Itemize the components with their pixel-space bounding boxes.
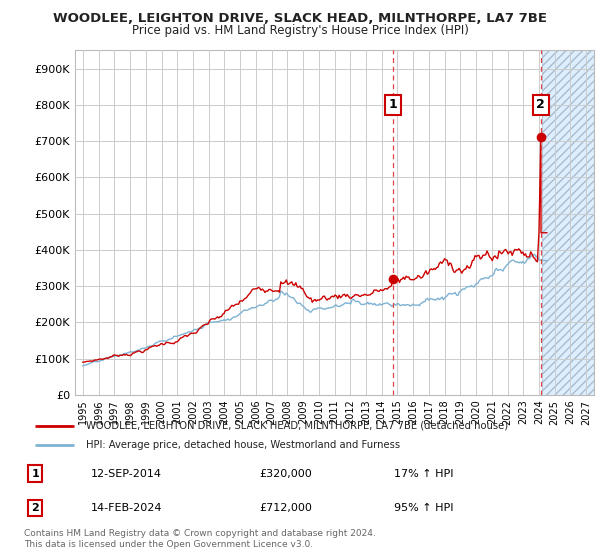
Text: £320,000: £320,000 [260,469,313,479]
Text: 17% ↑ HPI: 17% ↑ HPI [394,469,454,479]
Text: 1: 1 [31,469,39,479]
Text: 2: 2 [536,98,545,111]
Text: £712,000: £712,000 [260,503,313,514]
Text: Price paid vs. HM Land Registry's House Price Index (HPI): Price paid vs. HM Land Registry's House … [131,24,469,36]
Text: 12-SEP-2014: 12-SEP-2014 [91,469,163,479]
Text: WOODLEE, LEIGHTON DRIVE, SLACK HEAD, MILNTHORPE, LA7 7BE (detached house): WOODLEE, LEIGHTON DRIVE, SLACK HEAD, MIL… [86,421,508,431]
Text: 2: 2 [31,503,39,514]
Text: 1: 1 [388,98,397,111]
Text: HPI: Average price, detached house, Westmorland and Furness: HPI: Average price, detached house, West… [86,440,400,450]
Text: 95% ↑ HPI: 95% ↑ HPI [394,503,454,514]
Text: Contains HM Land Registry data © Crown copyright and database right 2024.
This d: Contains HM Land Registry data © Crown c… [24,529,376,549]
Text: WOODLEE, LEIGHTON DRIVE, SLACK HEAD, MILNTHORPE, LA7 7BE: WOODLEE, LEIGHTON DRIVE, SLACK HEAD, MIL… [53,12,547,25]
Text: 14-FEB-2024: 14-FEB-2024 [91,503,163,514]
